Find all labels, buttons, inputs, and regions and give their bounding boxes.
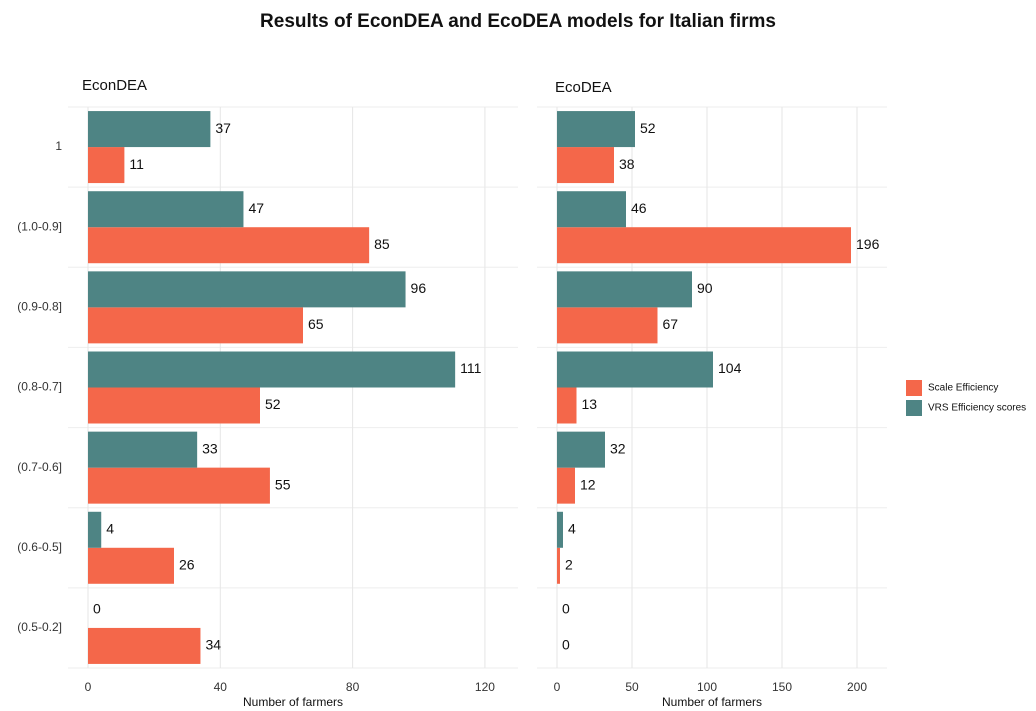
bar: [88, 147, 125, 184]
value-label: 111: [460, 360, 481, 376]
bar: [88, 431, 198, 468]
bar: [88, 227, 370, 264]
value-label: 13: [582, 396, 598, 412]
legend-swatch: [906, 380, 922, 396]
value-label: 33: [202, 440, 218, 456]
x-tick-label: 0: [554, 680, 561, 694]
value-label: 2: [565, 556, 573, 572]
value-label: 32: [610, 440, 626, 456]
bar: [557, 467, 575, 504]
y-tick-label: (1.0-0.9]: [17, 219, 62, 233]
value-label: 0: [562, 601, 570, 617]
bar: [88, 307, 303, 344]
value-label: 90: [697, 280, 713, 296]
legend-label: Scale Efficiency: [928, 383, 998, 394]
y-tick-label: (0.7-0.6]: [17, 460, 62, 474]
value-label: 104: [718, 360, 742, 376]
bar: [88, 547, 174, 584]
value-label: 12: [580, 476, 596, 492]
value-label: 46: [631, 200, 647, 216]
value-label: 85: [374, 236, 390, 252]
bar: [557, 351, 713, 388]
chart-title: Results of EconDEA and EcoDEA models for…: [260, 11, 776, 32]
x-tick-label: 0: [85, 680, 92, 694]
bar: [88, 387, 260, 424]
x-tick-label: 150: [772, 680, 792, 694]
bar: [557, 227, 851, 264]
x-tick-label: 200: [847, 680, 867, 694]
value-label: 11: [129, 156, 144, 172]
value-label: 196: [856, 236, 880, 252]
bar: [88, 111, 211, 148]
value-label: 65: [308, 316, 324, 332]
value-label: 67: [663, 316, 679, 332]
bar: [88, 351, 456, 388]
value-label: 96: [411, 280, 427, 296]
x-tick-label: 100: [697, 680, 717, 694]
bar: [557, 147, 614, 184]
panel-subtitle: EcoDEA: [555, 79, 612, 96]
bar: [557, 387, 577, 424]
value-label: 34: [205, 637, 221, 653]
x-tick-label: 50: [625, 680, 639, 694]
bar: [557, 271, 692, 308]
y-tick-label: (0.9-0.8]: [17, 300, 62, 314]
x-axis-label: Number of farmers: [662, 695, 762, 709]
bar: [557, 511, 563, 548]
y-tick-label: 1: [55, 139, 62, 153]
value-label: 47: [248, 200, 264, 216]
bar: [557, 111, 635, 148]
value-label: 38: [619, 156, 635, 172]
bar: [557, 547, 560, 584]
value-label: 0: [93, 601, 101, 617]
value-label: 52: [265, 396, 281, 412]
value-label: 4: [568, 520, 576, 536]
value-label: 37: [215, 120, 231, 136]
value-label: 55: [275, 476, 291, 492]
value-label: 0: [562, 637, 570, 653]
bar: [88, 191, 244, 228]
x-tick-label: 40: [214, 680, 228, 694]
bar: [88, 511, 102, 548]
value-label: 52: [640, 120, 656, 136]
bar: [557, 191, 626, 228]
bar: [88, 627, 201, 664]
bar: [88, 467, 270, 504]
bar: [88, 271, 406, 308]
x-tick-label: 120: [475, 680, 495, 694]
y-tick-label: (0.8-0.7]: [17, 380, 62, 394]
x-tick-label: 80: [346, 680, 360, 694]
panel-subtitle: EconDEA: [82, 77, 147, 94]
value-label: 4: [106, 520, 114, 536]
legend-label: VRS Efficiency scores: [928, 403, 1026, 414]
value-label: 26: [179, 556, 195, 572]
y-tick-label: (0.5-0.2]: [17, 620, 62, 634]
legend-swatch: [906, 400, 922, 416]
y-tick-label: (0.6-0.5]: [17, 540, 62, 554]
bar: [557, 431, 605, 468]
bar: [557, 307, 658, 344]
x-axis-label: Number of farmers: [243, 695, 343, 709]
